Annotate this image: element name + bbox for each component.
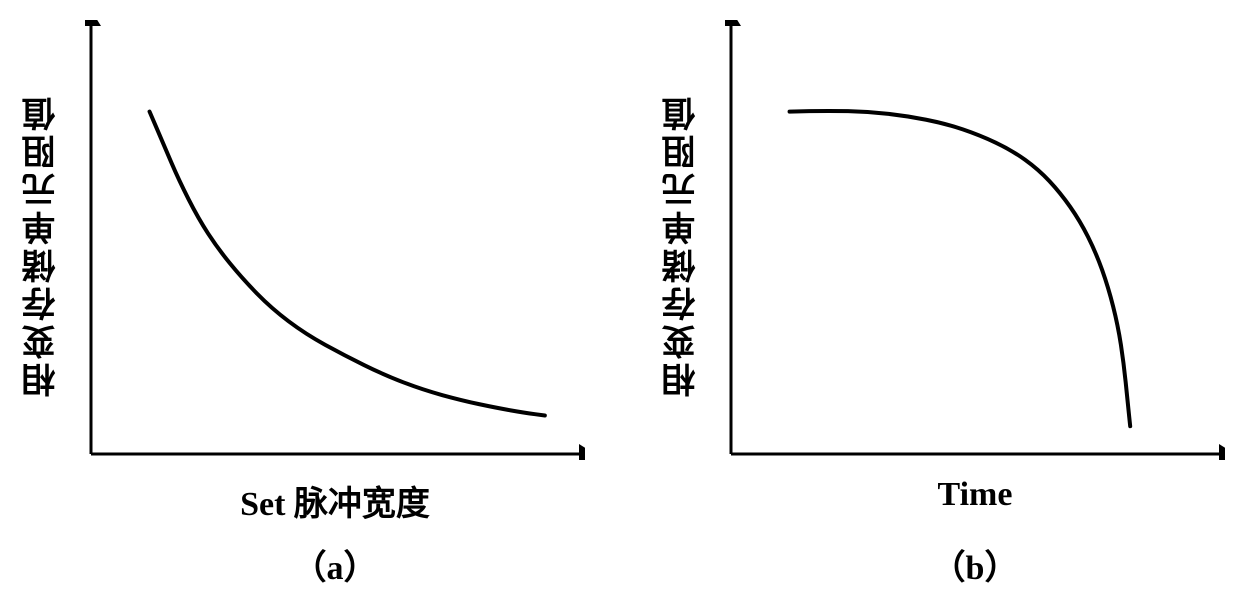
panel-a: 相变存储单元阻值 Set 脉冲宽度 （a） <box>0 0 620 615</box>
panel-a-chart <box>85 20 585 460</box>
panel-a-xlabel: Set 脉冲宽度 <box>85 476 585 525</box>
panel-b: 相变存储单元阻值 Time （b） <box>640 0 1240 615</box>
panel-b-svg <box>725 20 1225 460</box>
panel-a-caption: （a） <box>85 540 585 589</box>
panel-b-chart <box>725 20 1225 460</box>
panel-b-caption: （b） <box>725 540 1225 589</box>
figure-canvas: 相变存储单元阻值 Set 脉冲宽度 （a） 相变存储单元阻值 Time （b） <box>0 0 1240 615</box>
panel-a-ylabel: 相变存储单元阻值 <box>18 60 67 430</box>
panel-b-xlabel: Time <box>725 476 1225 514</box>
panel-b-ylabel: 相变存储单元阻值 <box>658 60 707 430</box>
panel-a-svg <box>85 20 585 460</box>
